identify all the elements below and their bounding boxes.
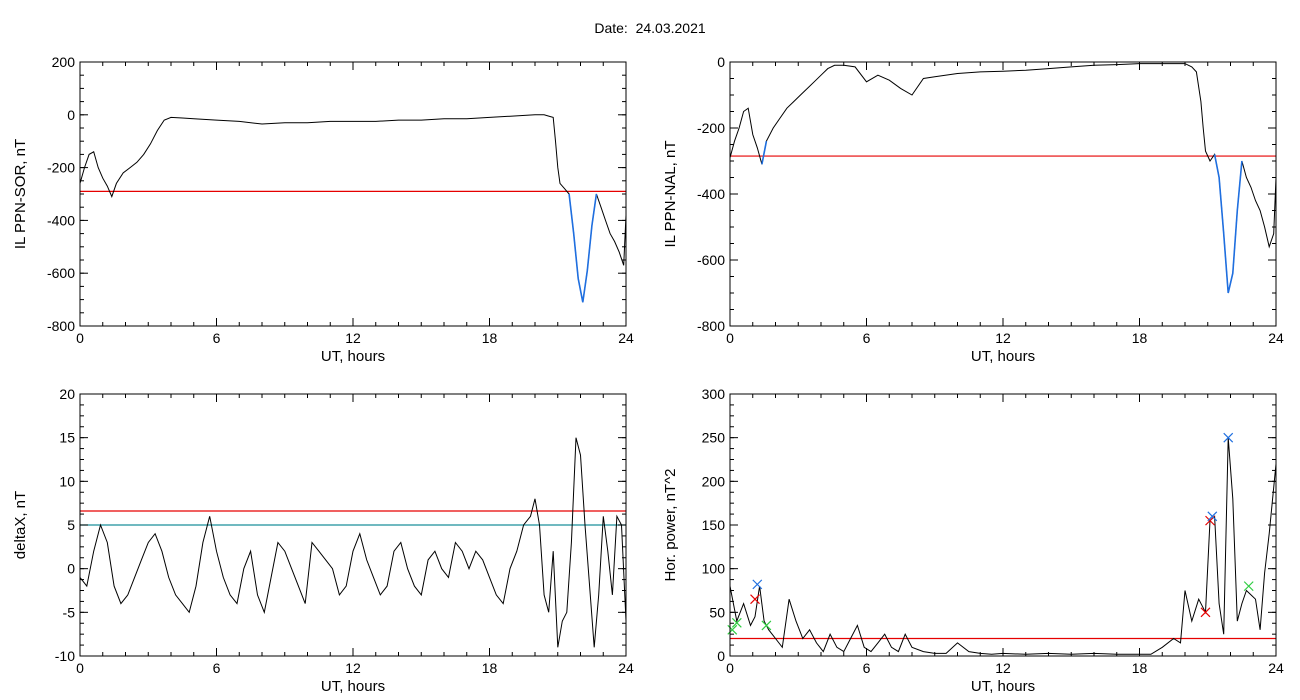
y-tick-label: 250 [702,430,726,446]
x-tick-label: 24 [618,660,634,676]
highlight-segment [1213,154,1243,294]
x-marker-stroke [1223,432,1234,443]
x-marker [727,624,738,635]
x-marker [1200,607,1211,618]
x-tick-label: 18 [1132,660,1148,676]
data-trace [79,114,627,303]
x-marker-stroke [1243,581,1254,592]
y-tick-label: 0 [67,561,75,577]
x-tick-label: 18 [482,330,498,346]
plot-frame [729,393,1277,657]
plot-frame [79,61,627,327]
x-tick-label: 0 [76,330,84,346]
y-tick-label: -400 [47,212,75,228]
x-tick-label: 6 [863,660,871,676]
y-axis-label: deltaX, nT [12,491,29,559]
y-tick-label: -200 [697,120,725,136]
x-marker-stroke [761,620,772,631]
x-axis-label: UT, hours [321,348,385,365]
panel-il-ppn-sor: 0 6 12 18 24 -800 -600 -400 -200 0 200 UT, hours IL … [12,54,634,365]
y-tick-label: 15 [59,430,75,446]
x-marker [1207,511,1218,522]
x-marker [752,579,763,590]
data-trace [729,63,1277,294]
x-marker [1243,581,1254,592]
x-marker [761,620,772,631]
x-tick-label: 0 [76,660,84,676]
x-marker [1223,432,1234,443]
y-axis-label: Hor. power, nT^2 [662,469,679,582]
y-tick-label: 0 [717,54,725,70]
x-axis-label: UT, hours [971,348,1035,365]
x-tick-label: 12 [995,660,1011,676]
x-tick-label: 0 [726,660,734,676]
y-tick-label: 150 [702,517,726,533]
y-tick-label: -200 [47,160,75,176]
y-tick-label: -400 [697,186,725,202]
x-tick-label: 24 [1268,330,1284,346]
y-tick-label: -800 [697,318,725,334]
x-marker-stroke [727,624,738,635]
x-tick-label: 24 [618,330,634,346]
y-tick-label: 5 [67,517,75,533]
y-tick-label: 10 [59,473,75,489]
highlight-segment [761,141,768,165]
x-tick-label: 6 [213,330,221,346]
y-axis-label: IL PPN-SOR, nT [12,139,29,249]
y-tick-label: 200 [52,54,76,70]
x-marker [750,594,760,605]
highlight-segment [568,193,598,303]
panel-hor-power: 0 6 12 18 24 0 50 100 150 200 250 300 UT, hours Hor. … [662,386,1284,695]
data-trace [729,437,1277,655]
x-marker-stroke [752,579,763,590]
y-tick-label: 300 [702,386,726,402]
x-tick-label: 12 [345,330,361,346]
x-tick-label: 0 [726,330,734,346]
x-tick-label: 6 [213,660,221,676]
x-marker-stroke [1207,511,1218,522]
panel-deltax: 0 6 12 18 24 -10 -5 0 5 10 15 20 UT, hours deltaX, nT [12,386,634,695]
x-tick-label: 6 [863,330,871,346]
y-tick-label: -600 [697,252,725,268]
y-tick-label: -10 [55,648,75,664]
x-marker-stroke [750,594,760,605]
x-tick-label: 24 [1268,660,1284,676]
x-marker-stroke [731,617,742,628]
x-tick-label: 18 [482,660,498,676]
y-tick-label: 100 [702,561,726,577]
y-tick-label: 50 [709,604,725,620]
y-tick-label: 0 [67,107,75,123]
x-tick-label: 12 [345,660,361,676]
y-tick-label: 0 [717,648,725,664]
x-axis-label: UT, hours [971,678,1035,695]
y-tick-label: -5 [63,604,76,620]
x-marker [731,617,742,628]
y-tick-label: -600 [47,265,75,281]
x-marker-stroke [1200,607,1211,618]
x-tick-label: 12 [995,330,1011,346]
x-tick-label: 18 [1132,330,1148,346]
panel-il-ppn-nal: 0 6 12 18 24 -800 -600 -400 -200 0 UT, hours IL PPN… [662,54,1284,365]
y-tick-label: 20 [59,386,75,402]
page-title: Date: 24.03.2021 [594,20,706,36]
plot-frame [729,61,1277,327]
y-tick-label: -800 [47,318,75,334]
x-axis-label: UT, hours [321,678,385,695]
y-axis-label: IL PPN-NAL, nT [662,141,679,248]
data-trace [79,437,627,648]
y-tick-label: 200 [702,473,726,489]
